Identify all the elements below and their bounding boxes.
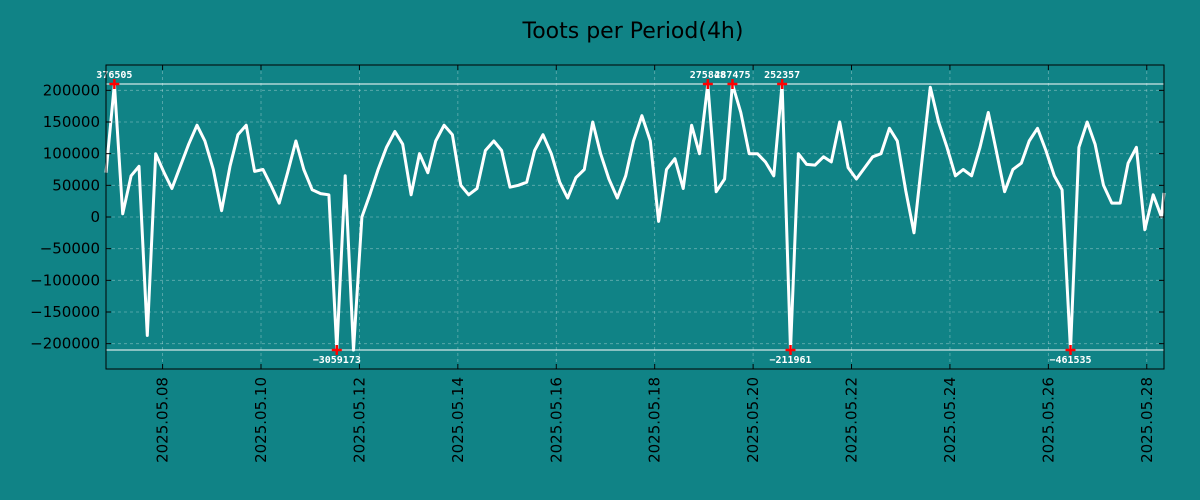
clip-value-label: −461535	[1049, 355, 1091, 366]
x-tick-label: 2025.05.10	[252, 377, 270, 463]
x-tick-label: 2025.05.22	[843, 377, 861, 463]
x-tick-label: 2025.05.14	[449, 377, 467, 463]
x-tick-label: 2025.05.28	[1138, 377, 1156, 463]
y-tick-label: 50000	[52, 176, 100, 194]
clip-value-label: −3059173	[313, 355, 361, 366]
clip-value-label: 275848	[690, 70, 726, 81]
clip-value-label: −211961	[769, 355, 811, 366]
y-tick-label: −50000	[40, 240, 100, 258]
clip-value-label: 376505	[96, 70, 132, 81]
clip-value-label: 252357	[764, 70, 800, 81]
y-tick-label: 0	[90, 208, 100, 226]
x-tick-label: 2025.05.16	[547, 377, 565, 463]
clip-lines	[106, 83, 1164, 351]
y-tick-label: 200000	[43, 81, 100, 99]
x-tick-label: 2025.05.18	[646, 377, 664, 463]
y-axis: 200000 150000 100000 50000 0 −50000 −100000 −15…	[30, 81, 1164, 353]
x-tick-label: 2025.05.20	[744, 377, 762, 463]
x-tick-label: 2025.05.12	[350, 377, 368, 463]
series-layer	[104, 82, 1166, 352]
chart-title: Toots per Period(4h)	[522, 19, 744, 44]
grid	[106, 65, 1164, 369]
x-axis: 2025.05.08 2025.05.10 2025.05.12 2025.05.14…	[154, 65, 1156, 463]
y-tick-label: 100000	[43, 145, 100, 163]
y-tick-label: −100000	[30, 271, 100, 289]
clip-value-label: 287475	[714, 70, 750, 81]
x-tick-label: 2025.05.24	[941, 377, 959, 463]
x-tick-label: 2025.05.08	[154, 377, 172, 463]
y-tick-label: −200000	[30, 335, 100, 353]
y-tick-label: 150000	[43, 113, 100, 131]
x-tick-label: 2025.05.26	[1039, 377, 1057, 463]
y-tick-label: −150000	[30, 303, 100, 321]
series-line-toots	[104, 82, 1166, 352]
